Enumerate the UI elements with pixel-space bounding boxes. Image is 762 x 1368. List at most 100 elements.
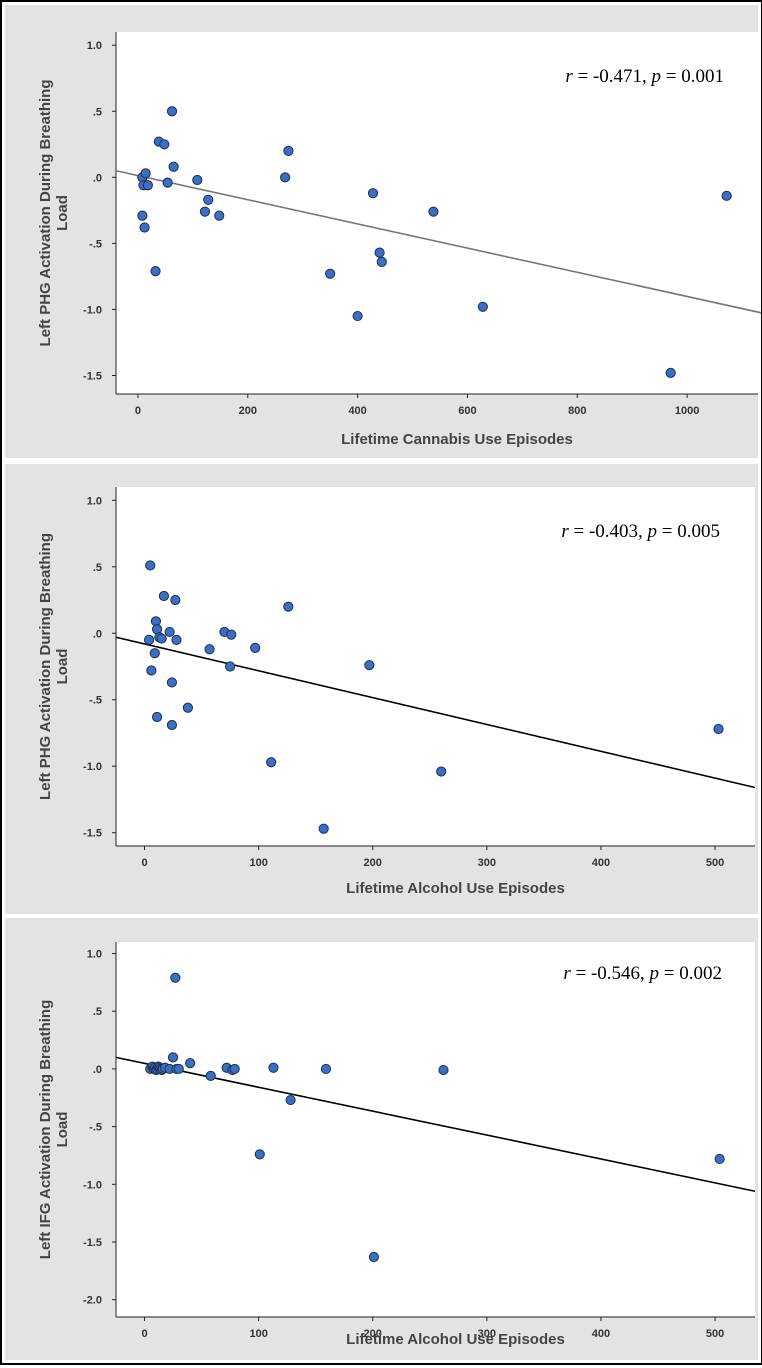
data-point: [665, 367, 676, 378]
x-tick-label: 1000: [675, 405, 699, 417]
data-point: [162, 177, 173, 188]
data-point: [166, 106, 178, 117]
data-point: [140, 168, 151, 179]
correlation-annotation: r = -0.471, p = 0.001: [565, 66, 724, 87]
data-point: [143, 634, 155, 646]
y-tick-label: -1.5: [83, 371, 102, 383]
data-point: [171, 634, 182, 646]
plot-area: [116, 487, 755, 846]
x-axis-title: Lifetime Cannabis Use Episodes: [341, 431, 573, 448]
chart-panel-1: 1.0 .5 .0 -.5 -1.0 -1.5 0 200 400 600 800 1000 Lifet…: [5, 5, 762, 458]
data-point: [368, 1251, 379, 1263]
x-tick-label: 500: [706, 857, 724, 869]
y-tick-label: 1.0: [87, 949, 102, 961]
data-point: [192, 174, 203, 186]
y-tick-label: .0: [93, 1064, 102, 1076]
data-point: [158, 590, 170, 602]
data-point: [283, 145, 294, 157]
data-point: [214, 210, 225, 221]
data-point: [145, 560, 156, 571]
y-axis-title: Left PHG Activation During BreathingLoad: [37, 533, 71, 800]
data-point: [167, 1052, 179, 1063]
data-point: [225, 661, 236, 672]
data-point: [203, 194, 214, 205]
data-point: [182, 702, 193, 713]
x-axis-title: Lifetime Alcohol Use Episodes: [346, 880, 565, 897]
y-tick-label: -.5: [89, 695, 102, 707]
data-point: [713, 723, 724, 735]
x-tick-label: 400: [592, 1328, 610, 1340]
data-point: [374, 247, 385, 258]
y-tick-label: -.5: [89, 1122, 102, 1134]
y-tick-label: .5: [93, 1006, 102, 1018]
x-tick-label: 0: [141, 857, 147, 869]
data-point: [137, 210, 148, 221]
data-point: [436, 766, 447, 777]
chart-panel-3: 1.0 .5 .0 -.5 -1.0 -1.5 -2.0 0 100 200 300 400 500 Li…: [5, 918, 758, 1360]
y-tick-label: -1.0: [83, 761, 102, 773]
y-tick-label: -1.5: [83, 828, 102, 840]
chart-panel-2: 1.0 .5 .0 -.5 -1.0 -1.5 0 100 200 300 400 500 Lifeti…: [5, 464, 758, 914]
data-point: [268, 1062, 279, 1073]
data-point: [721, 190, 732, 201]
data-point: [149, 648, 160, 659]
data-point: [226, 629, 237, 640]
data-point: [438, 1064, 449, 1076]
data-point: [266, 757, 277, 768]
data-point: [159, 139, 170, 150]
x-axis-title: Lifetime Alcohol Use Episodes: [346, 1331, 565, 1348]
y-tick-label: .5: [93, 562, 102, 574]
data-point: [142, 180, 153, 191]
y-axis-title: Left PHG Activation During BreathingLoad: [37, 80, 71, 347]
data-point: [139, 222, 150, 233]
x-tick-label: 200: [239, 405, 257, 417]
data-point: [168, 161, 179, 172]
y-tick-label: .5: [93, 106, 102, 118]
data-point: [428, 206, 439, 217]
data-point: [285, 1094, 296, 1106]
x-tick-label: 100: [249, 1328, 267, 1340]
fit-line: [115, 169, 762, 314]
correlation-annotation: r = -0.403, p = 0.005: [561, 521, 720, 542]
x-tick-label: 0: [135, 405, 141, 417]
data-point: [170, 972, 181, 983]
data-point: [477, 301, 488, 312]
data-point: [376, 256, 387, 267]
y-axis-title: Left IFG Activation During BreathingLoad: [37, 1000, 71, 1259]
x-tick-label: 400: [348, 405, 366, 417]
data-point: [280, 172, 291, 183]
data-point: [320, 1063, 332, 1075]
data-point: [352, 310, 363, 322]
y-tick-label: 1.0: [87, 495, 102, 507]
data-point: [205, 1070, 216, 1081]
data-point: [364, 660, 375, 671]
data-point: [166, 719, 178, 731]
data-point: [250, 642, 261, 653]
data-point: [325, 268, 336, 279]
data-point: [150, 266, 161, 277]
data-point: [199, 206, 211, 217]
data-point: [204, 644, 215, 655]
data-point: [156, 633, 167, 644]
y-tick-label: -1.0: [83, 1179, 102, 1191]
data-point: [229, 1063, 240, 1075]
data-point: [164, 626, 175, 638]
data-point: [367, 188, 379, 199]
data-point: [146, 665, 157, 676]
x-tick-label: 200: [364, 857, 382, 869]
data-point: [318, 823, 329, 834]
x-tick-label: 400: [592, 857, 610, 869]
x-tick-label: 100: [249, 857, 267, 869]
y-tick-label: -.5: [89, 238, 102, 250]
data-point: [166, 677, 178, 688]
correlation-annotation: r = -0.546, p = 0.002: [563, 963, 722, 984]
x-tick-label: 300: [478, 1328, 496, 1340]
x-tick-label: 600: [458, 405, 476, 417]
y-tick-label: .0: [93, 172, 102, 184]
data-point: [185, 1058, 196, 1069]
y-tick-label: -2.0: [83, 1295, 102, 1307]
y-tick-label: 1.0: [87, 40, 102, 52]
y-tick-label: .0: [93, 628, 102, 640]
